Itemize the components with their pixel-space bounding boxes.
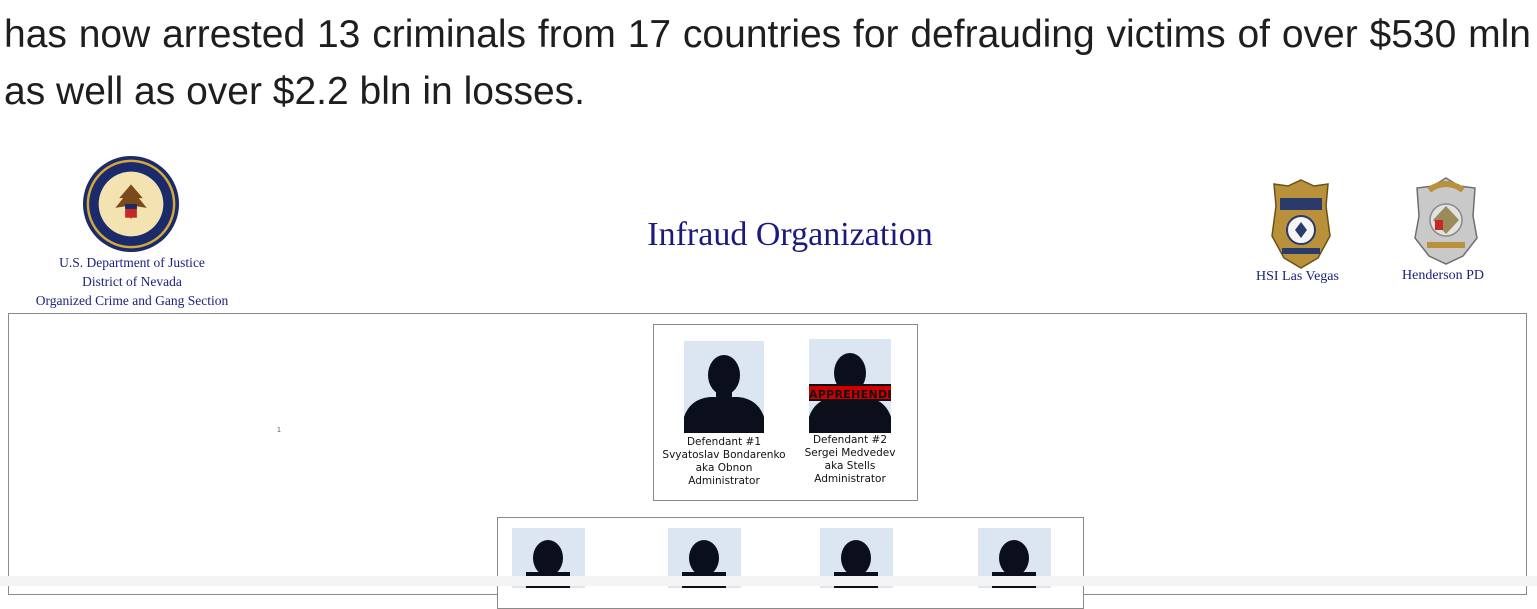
page-number: 1: [277, 427, 281, 434]
administrators-box: Defendant #1 Svyatoslav Bondarenko aka O…: [653, 324, 918, 501]
doj-caption: U.S. Department of Justice District of N…: [0, 253, 264, 310]
doj-line-2: District of Nevada: [82, 274, 182, 289]
defendant-2-caption: Defendant #2 Sergei Medvedev aka Stells …: [785, 434, 915, 486]
defendant-1-alias: aka Obnon: [695, 462, 753, 474]
defendant-2-number: Defendant #2: [812, 434, 888, 446]
bottom-scroll-edge: [0, 576, 1537, 586]
henderson-pd-badge-label: Henderson PD: [1402, 268, 1485, 283]
henderson-police-badge-icon: [1414, 177, 1478, 265]
hsi-badge-label: HSI Las Vegas: [1256, 269, 1339, 284]
defendant-1-card: Defendant #1 Svyatoslav Bondarenko aka O…: [659, 341, 789, 488]
defendant-2-card: APPREHENDED Defendant #2 Sergei Medvedev…: [785, 339, 915, 486]
chart-title: Infraud Organization: [647, 216, 933, 253]
infraud-org-chart-image: U.S. Department of Justice District of N…: [0, 148, 1537, 609]
defendant-2-alias: aka Stells: [824, 460, 876, 472]
doj-line-1: U.S. Department of Justice: [59, 255, 205, 270]
defendant-1-role: Administrator: [688, 475, 760, 487]
defendant-2-photo: APPREHENDED: [809, 339, 891, 433]
second-tier-box: [497, 517, 1084, 609]
doj-line-3: Organized Crime and Gang Section: [35, 293, 229, 308]
defendant-1-photo: [684, 341, 764, 433]
defendant-1-caption: Defendant #1 Svyatoslav Bondarenko aka O…: [659, 436, 789, 488]
defendant-2-role: Administrator: [814, 473, 886, 485]
defendant-1-number: Defendant #1: [686, 436, 762, 448]
apprehended-stamp: APPREHENDED: [809, 384, 891, 401]
doj-seal-icon: [82, 155, 180, 253]
hsi-badge-icon: [1271, 179, 1331, 269]
article-paragraph: has now arrested 13 criminals from 17 co…: [4, 13, 1531, 113]
org-chart-frame: 1 Defendant #1 Svyatoslav Bondarenko aka…: [8, 313, 1527, 609]
defendant-2-name: Sergei Medvedev: [804, 447, 896, 459]
defendant-1-name: Svyatoslav Bondarenko: [662, 449, 786, 461]
